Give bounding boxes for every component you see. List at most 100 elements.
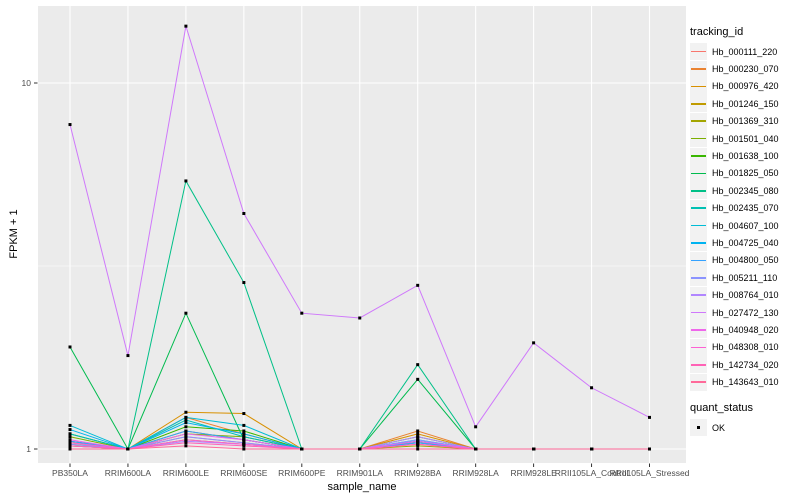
x-tick-label: RRIM600LE	[163, 468, 210, 478]
point-marker	[184, 432, 188, 436]
legend-item-label: Hb_001246_150	[712, 98, 779, 109]
ok-square-marker-icon	[696, 425, 701, 430]
point-marker	[68, 438, 72, 442]
legend-key-box	[690, 304, 707, 322]
point-marker	[242, 438, 246, 442]
legend-swatch-line-icon	[691, 68, 706, 70]
point-marker	[242, 442, 246, 446]
legend-key-box	[690, 112, 707, 130]
legend-item-Hb_027472_130: Hb_027472_130	[690, 304, 798, 322]
point-marker	[184, 438, 188, 442]
point-marker	[242, 211, 246, 215]
legend-key-box	[690, 130, 707, 148]
point-marker	[300, 311, 304, 315]
legend-swatch-line-icon	[691, 50, 706, 53]
point-marker	[126, 447, 130, 451]
point-marker	[358, 447, 362, 451]
x-tick-label: RRIM600PE	[278, 468, 326, 478]
point-marker	[184, 311, 188, 315]
point-marker	[358, 316, 362, 320]
legend-swatch-line-icon	[691, 276, 706, 279]
point-marker	[184, 410, 188, 414]
legend-key-box	[690, 147, 707, 165]
point-marker	[242, 423, 246, 427]
point-marker	[68, 447, 72, 451]
x-tick-label: RRIM600LA	[105, 468, 152, 478]
legend-key-box	[690, 60, 707, 78]
legend-item-label: Hb_004607_100	[712, 220, 779, 231]
x-tick-label: RRII105LA_Control	[555, 468, 629, 478]
legend-item-Hb_004607_100: Hb_004607_100	[690, 217, 798, 235]
point-marker	[648, 415, 651, 419]
point-marker	[126, 354, 130, 358]
legend-item-Hb_000230_070: Hb_000230_070	[690, 60, 798, 78]
point-marker	[68, 442, 72, 446]
legend-item-Hb_001246_150: Hb_001246_150	[690, 95, 798, 113]
point-marker	[242, 444, 246, 448]
legend-item-Hb_004800_050: Hb_004800_050	[690, 251, 798, 269]
legend-item-label: Hb_027472_130	[712, 307, 779, 318]
point-marker	[416, 363, 420, 367]
point-marker	[474, 447, 478, 451]
point-marker	[242, 435, 246, 439]
legend-item-label: Hb_002345_080	[712, 185, 779, 196]
legend-swatch-line-icon	[691, 137, 706, 140]
point-marker	[184, 444, 188, 448]
legend-key-box	[690, 356, 707, 374]
legend-swatch-line-icon	[691, 85, 706, 88]
legend-key-box	[690, 234, 707, 252]
point-marker	[184, 179, 188, 183]
point-marker	[590, 447, 594, 451]
point-marker	[184, 439, 188, 443]
legend-item-label: Hb_004725_040	[712, 237, 779, 248]
legend-swatch-line-icon	[691, 172, 706, 175]
y-axis-title: FPKM + 1	[8, 209, 20, 259]
point-marker	[68, 423, 72, 427]
point-marker	[68, 123, 72, 127]
legend: tracking_id Hb_000111_220 Hb_000230_070 Hb…	[690, 26, 798, 436]
point-marker	[416, 283, 420, 287]
legend-swatch-line-icon	[691, 346, 706, 349]
point-marker	[648, 447, 651, 451]
point-marker	[532, 341, 536, 345]
legend-swatch-line-icon	[691, 329, 706, 331]
point-marker	[532, 447, 536, 451]
y-tick-label: 10	[22, 78, 32, 88]
legend-swatch-line-icon	[691, 224, 706, 227]
legend-item-label: Hb_000976_420	[712, 81, 779, 92]
x-tick-label: RRIM928BA	[394, 468, 442, 478]
point-marker	[184, 441, 188, 445]
legend-swatch-line-icon	[691, 103, 706, 105]
point-marker	[416, 377, 420, 381]
x-tick-label: RRII105LA_Stressed	[610, 468, 690, 478]
point-marker	[416, 438, 420, 442]
point-marker	[300, 447, 304, 451]
point-marker	[184, 415, 188, 419]
legend-item-label: Hb_002435_070	[712, 203, 779, 214]
point-marker	[242, 432, 246, 436]
legend-item-Hb_142734_020: Hb_142734_020	[690, 356, 798, 374]
legend-item-Hb_002435_070: Hb_002435_070	[690, 199, 798, 217]
x-tick-label: PB350LA	[52, 468, 88, 478]
legend-swatch-line-icon	[691, 363, 706, 366]
point-marker	[416, 439, 420, 443]
legend-item-Hb_040948_020: Hb_040948_020	[690, 321, 798, 339]
point-marker	[68, 435, 72, 439]
x-tick-label: RRIM600SE	[220, 468, 268, 478]
point-marker	[416, 432, 420, 436]
point-marker	[68, 441, 72, 445]
legend-item-Hb_001369_310: Hb_001369_310	[690, 112, 798, 130]
legend-item-label: OK	[712, 422, 726, 433]
legend-key-box	[690, 164, 707, 182]
point-marker	[184, 24, 188, 28]
legend-swatch-line-icon	[691, 259, 706, 262]
legend-title-tracking-id: tracking_id	[690, 26, 744, 38]
point-marker	[416, 441, 420, 445]
legend-item-label: Hb_008764_010	[712, 290, 779, 301]
legend-item-label: Hb_005211_110	[712, 272, 778, 283]
point-marker	[68, 439, 72, 443]
panel-background	[38, 6, 686, 463]
point-marker	[416, 447, 420, 451]
legend-swatch-line-icon	[691, 207, 706, 209]
